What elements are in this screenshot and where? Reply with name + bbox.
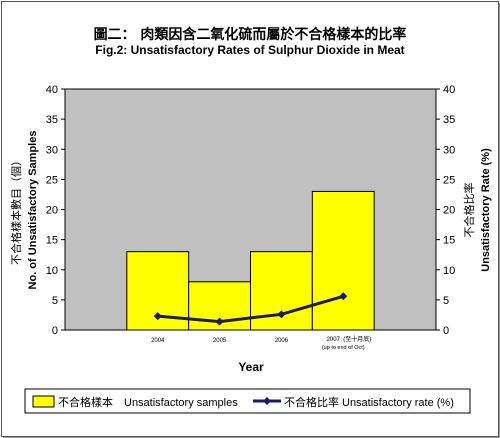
- y-axis-title-left-en: No. of Unsatisfactory Samples: [27, 131, 39, 290]
- y-tick-left-label: 15: [46, 235, 58, 247]
- y-axis-title-right-zh: 不合格比率: [462, 183, 476, 238]
- y-tick-left-label: 30: [46, 144, 58, 156]
- legend-label-rate-zh: 不合格比率: [284, 395, 339, 409]
- y-tick-right-label: 35: [443, 114, 455, 126]
- x-tick-label: 2007: [327, 337, 341, 343]
- y-tick-right-label: 5: [443, 295, 449, 307]
- x-axis-title: Year: [238, 360, 264, 374]
- legend-label-samples-en: Unsatisfactory samples: [124, 397, 238, 409]
- x-tick-label: 2004: [151, 338, 165, 344]
- y-tick-right-label: 15: [443, 235, 455, 247]
- x-tick-sublabel-zh: (至十月底): [343, 335, 371, 343]
- y-tick-right-label: 25: [443, 174, 455, 186]
- y-tick-left-label: 40: [46, 84, 58, 96]
- y-tick-right-label: 20: [443, 205, 455, 217]
- x-tick-label: 2006: [275, 338, 289, 344]
- y-tick-left-label: 0: [52, 325, 58, 337]
- rate-point: [277, 310, 286, 319]
- y-tick-right-label: 10: [443, 265, 455, 277]
- y-tick-right-label: 30: [443, 144, 455, 156]
- y-tick-left-label: 10: [46, 265, 58, 277]
- y-tick-left-label: 5: [52, 295, 58, 307]
- x-tick-label: 2005: [213, 338, 227, 344]
- legend-label-rate-en: Unsatisfactory rate (%): [342, 397, 454, 409]
- legend-box: [24, 388, 471, 414]
- rate-point: [153, 312, 162, 321]
- legend-label-samples-zh: 不合格樣本: [58, 395, 113, 409]
- y-axis-title-right-en: Unsatisfactory Rate (%): [480, 148, 492, 272]
- x-tick-sublabel-en: (up to end of Oct): [322, 345, 365, 351]
- y-tick-right-label: 0: [443, 325, 449, 337]
- y-tick-left-label: 20: [46, 205, 58, 217]
- y-tick-left-label: 35: [46, 114, 58, 126]
- chart-subtitle: Fig.2: Unsatisfactory Rates of Sulphur D…: [95, 43, 405, 57]
- y-tick-left-label: 25: [46, 174, 58, 186]
- bar: [311, 190, 375, 331]
- rate-point: [215, 317, 224, 326]
- rate-line: [157, 294, 344, 324]
- y-axis-title-left-zh: 不合格樣本數目（個）: [9, 155, 23, 265]
- rate-point: [339, 292, 348, 301]
- legend-swatch-samples: [32, 395, 55, 408]
- legend: 不合格樣本 Unsatisfactory samples 不合格比率 Unsat…: [24, 388, 471, 414]
- chart-title: 圖二： 肉類因含二氧化硫而屬於不合格樣本的比率: [93, 27, 407, 43]
- legend-swatch-rate-marker: [263, 397, 271, 405]
- y-tick-right-label: 40: [443, 84, 455, 96]
